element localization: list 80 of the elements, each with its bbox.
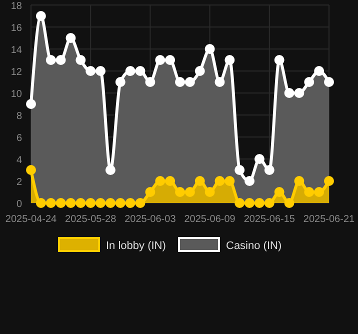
point <box>314 187 324 197</box>
y-tick-label: 16 <box>10 23 22 34</box>
point <box>274 187 284 197</box>
point <box>165 55 176 65</box>
point <box>145 187 156 197</box>
point <box>314 66 324 76</box>
point <box>56 55 66 65</box>
point <box>194 66 205 76</box>
x-tick-label: 2025-04-24 <box>5 214 58 225</box>
y-tick-label: 2 <box>16 177 22 188</box>
point <box>224 55 235 65</box>
point <box>135 198 146 208</box>
x-tick-label: 2025-05-28 <box>65 214 117 225</box>
point <box>284 88 294 98</box>
point <box>254 198 264 208</box>
y-tick-label: 6 <box>16 133 22 144</box>
x-tick-label: 2025-06-15 <box>244 214 296 225</box>
point <box>294 176 304 186</box>
y-tick-label: 18 <box>10 1 22 12</box>
x-tick-label: 2025-06-21 <box>303 214 356 225</box>
point <box>324 176 334 186</box>
point <box>86 66 96 76</box>
point <box>86 198 96 208</box>
point <box>96 66 106 76</box>
y-tick-label: 10 <box>10 89 22 100</box>
point <box>145 77 156 87</box>
point <box>214 176 225 186</box>
point <box>244 176 255 186</box>
point <box>56 198 66 208</box>
point <box>76 55 86 65</box>
point <box>175 77 185 87</box>
point <box>105 198 116 208</box>
legend-label: In lobby (IN) <box>106 240 166 252</box>
point <box>36 198 46 208</box>
point <box>184 187 195 197</box>
x-tick-label: 2025-06-09 <box>184 214 236 225</box>
point <box>96 198 106 208</box>
point <box>175 187 185 197</box>
point <box>125 66 136 76</box>
y-tick-label: 12 <box>10 67 22 78</box>
point <box>125 198 136 208</box>
point <box>244 198 255 208</box>
point <box>214 77 225 87</box>
x-tick-label: 2025-06-03 <box>124 214 176 225</box>
point <box>76 198 86 208</box>
point <box>26 99 36 109</box>
point <box>264 198 274 208</box>
point <box>224 176 235 186</box>
point <box>304 187 314 197</box>
y-tick-label: 0 <box>16 199 22 210</box>
point <box>234 165 245 175</box>
point <box>46 55 56 65</box>
y-tick-label: 4 <box>16 155 22 166</box>
point <box>294 88 304 98</box>
point <box>284 198 294 208</box>
point <box>115 77 126 87</box>
point <box>46 198 56 208</box>
point <box>105 165 116 175</box>
point <box>204 44 215 54</box>
point <box>155 55 166 65</box>
point <box>165 176 176 186</box>
point <box>26 165 36 175</box>
point <box>194 176 205 186</box>
point <box>135 66 146 76</box>
point <box>274 55 284 65</box>
point <box>115 198 126 208</box>
point <box>155 176 166 186</box>
point <box>304 77 314 87</box>
legend-label: Casino (IN) <box>226 240 282 252</box>
point <box>234 198 245 208</box>
point <box>254 154 264 164</box>
point <box>66 198 76 208</box>
point <box>324 77 334 87</box>
point <box>36 11 46 21</box>
point <box>66 33 76 43</box>
y-tick-label: 14 <box>10 45 22 56</box>
point <box>204 187 215 197</box>
point <box>184 77 195 87</box>
y-tick-label: 8 <box>16 111 22 122</box>
point <box>264 165 274 175</box>
